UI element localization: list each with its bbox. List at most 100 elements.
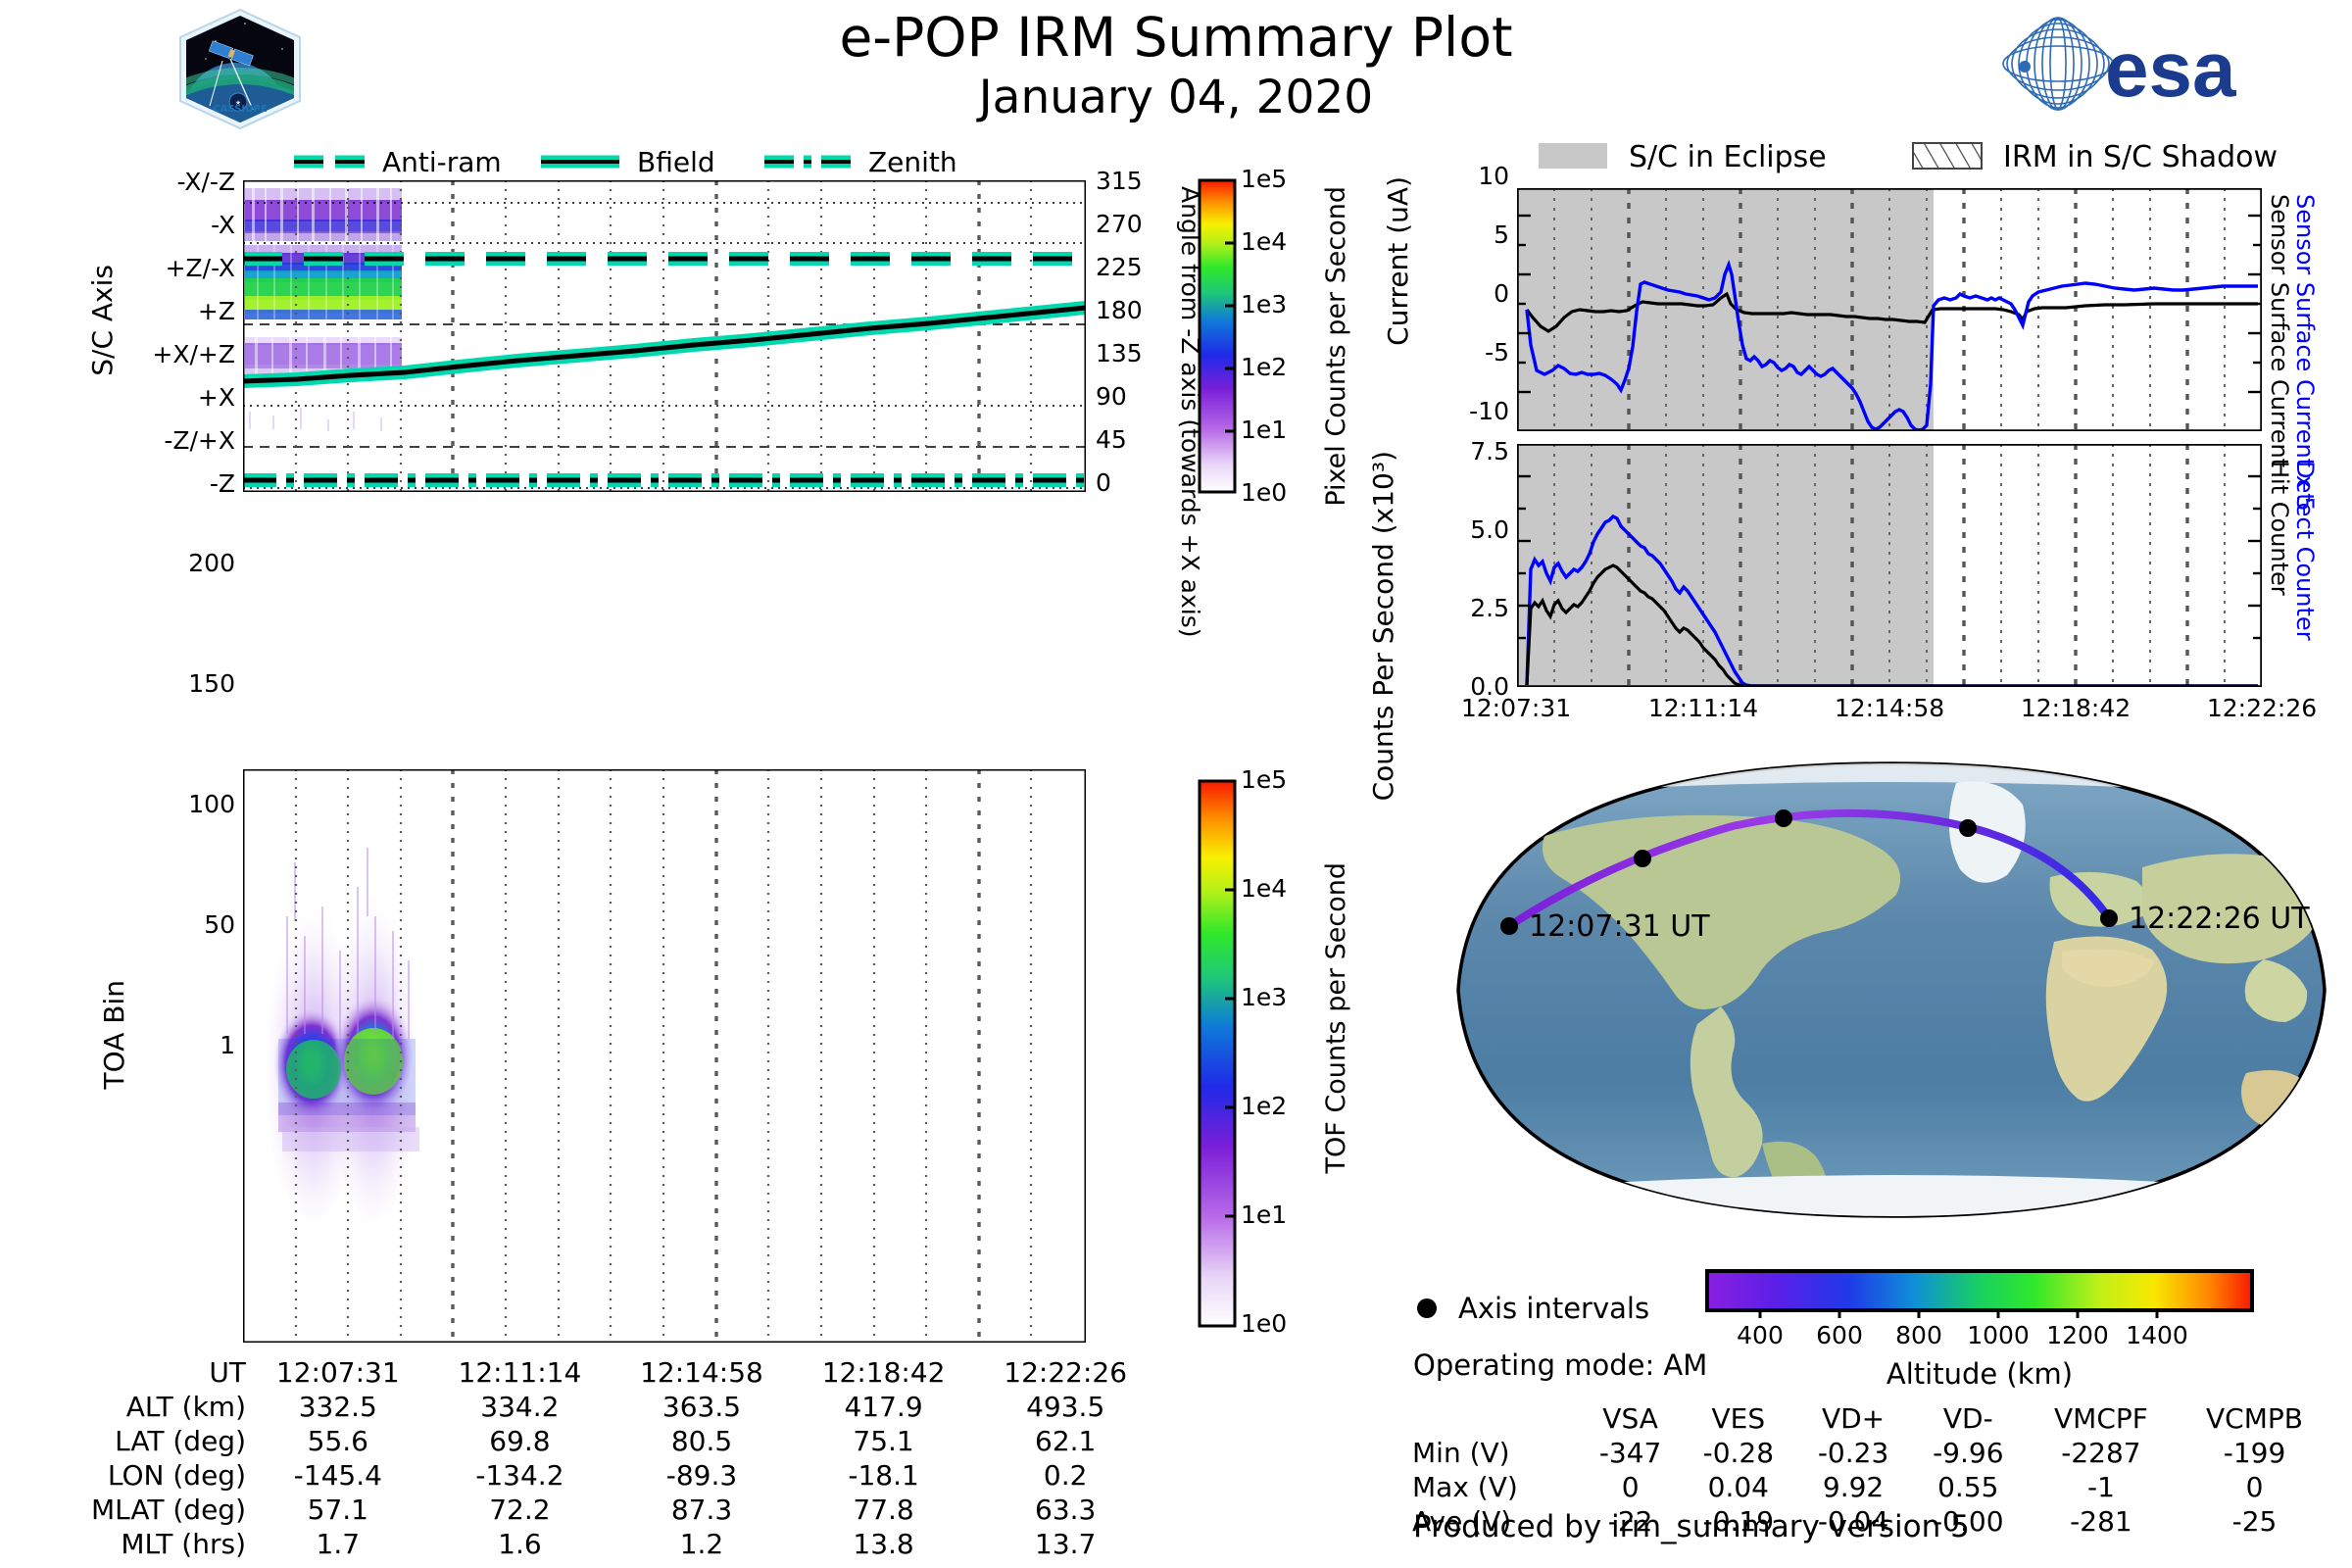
vcell-ave-2: -0.04 — [1817, 1505, 1889, 1538]
counts-right-label-blue: Detect Counter — [2291, 461, 2319, 641]
vcell-ave-1: -0.19 — [1702, 1505, 1775, 1538]
altitude-colorbar — [1705, 1269, 2254, 1318]
shadow-swatch — [1912, 142, 1983, 170]
cell-ut-3: 12:18:42 — [821, 1356, 946, 1389]
alt-tick-400: 400 — [1737, 1321, 1784, 1349]
right-panels-xticks: 12:07:31 12:11:14 12:14:58 12:18:42 12:2… — [1461, 694, 2317, 733]
cell-mlt-1: 1.6 — [498, 1528, 542, 1560]
cell-mlat-2: 87.3 — [670, 1494, 733, 1526]
table-row: UT 12:07:31 12:11:14 12:14:58 12:18:42 1… — [59, 1355, 1156, 1390]
cb2-tick-1e1: 1e1 — [1241, 1200, 1288, 1229]
table-row: MLAT (deg) 57.1 72.2 87.3 77.8 63.3 — [59, 1493, 1156, 1527]
cell-ut-2: 12:14:58 — [640, 1356, 763, 1389]
cur-tick-m5: -5 — [1485, 338, 1509, 367]
sc-ytick-5: +X — [197, 383, 235, 412]
legend-label-shadow: IRM in S/C Shadow — [2003, 140, 2278, 174]
cur-tick-5: 5 — [1494, 220, 1509, 249]
angle-tick-135: 135 — [1096, 339, 1143, 368]
angle-tick-225: 225 — [1096, 253, 1143, 281]
cell-lon-0: -145.4 — [293, 1459, 382, 1492]
xtick-2: 12:14:58 — [1834, 694, 1945, 722]
table-row: Max (V) 0 0.04 9.92 0.55 -1 0 — [1411, 1470, 2332, 1504]
row-label-lon: LON (deg) — [107, 1459, 246, 1492]
cur-tick-0: 0 — [1494, 279, 1509, 308]
angle-tick-270: 270 — [1096, 210, 1143, 238]
cell-mlat-4: 63.3 — [1035, 1494, 1097, 1526]
angle-tick-315: 315 — [1096, 167, 1143, 195]
esa-logo-text: esa — [2105, 25, 2236, 113]
legend-label-anti-ram: Anti-ram — [382, 146, 502, 178]
toa-ytick-labels: 200 150 100 50 1 — [127, 549, 235, 1333]
sc-ytick-0: -X/-Z — [176, 168, 235, 196]
cb2-tick-1e2: 1e2 — [1241, 1092, 1288, 1120]
sc-axis-ytick-labels: -X/-Z -X +Z/-X +Z +X/+Z +X -Z/+X -Z — [127, 168, 235, 498]
alt-tick-1400: 1400 — [2126, 1321, 2188, 1349]
vcell-min-0: -347 — [1598, 1437, 1662, 1469]
toa-bin-ylabel: TOA Bin — [98, 980, 130, 1090]
row-label-ut: UT — [209, 1356, 246, 1389]
sc-ytick-7: -Z — [209, 469, 235, 498]
toa-ytick-50: 50 — [204, 910, 235, 939]
row-label-mlt: MLT (hrs) — [121, 1528, 246, 1560]
altitude-colorbar-ticks: 400 600 800 1000 1200 1400 — [1705, 1321, 2254, 1356]
ground-track-map[interactable]: 12:07:31 UT 12:22:26 UT — [1450, 760, 2332, 1220]
axis-interval-dot-icon — [1417, 1298, 1437, 1318]
cnt-tick-5p0: 5.0 — [1470, 515, 1509, 544]
cell-lat-0: 55.6 — [307, 1425, 368, 1457]
cb1-tick-1e1: 1e1 — [1241, 416, 1288, 444]
cell-ut-4: 12:22:26 — [1004, 1356, 1128, 1389]
counts-ytick-labels: 7.5 5.0 2.5 0.0 — [1421, 437, 1509, 706]
cell-lon-4: 0.2 — [1043, 1459, 1088, 1492]
vcell-max-4: -1 — [2086, 1471, 2115, 1503]
cell-ut-1: 12:11:14 — [458, 1356, 582, 1389]
legend-label-eclipse: S/C in Eclipse — [1629, 140, 1827, 174]
cell-alt-3: 417.9 — [844, 1391, 923, 1423]
cb2-tick-1e3: 1e3 — [1241, 983, 1288, 1011]
shade-legend: S/C in Eclipse IRM in S/C Shadow — [1539, 135, 2323, 178]
cell-mlat-1: 72.2 — [489, 1494, 551, 1526]
cell-mlt-0: 1.7 — [316, 1528, 361, 1560]
cb2-tick-1e5: 1e5 — [1241, 765, 1288, 794]
toa-ytick-150: 150 — [188, 669, 235, 698]
cell-lat-2: 80.5 — [670, 1425, 733, 1457]
track-start-label: 12:07:31 UT — [1529, 909, 1710, 944]
cnt-tick-2p5: 2.5 — [1470, 594, 1509, 622]
angle-tick-0: 0 — [1096, 468, 1111, 497]
counts-right-label-black: Hit Counter — [2266, 461, 2293, 596]
alt-tick-1000: 1000 — [1967, 1321, 2030, 1349]
legend-label-zenith: Zenith — [868, 146, 957, 178]
sc-ytick-2: +Z/-X — [165, 254, 235, 282]
vcell-max-1: 0.04 — [1707, 1471, 1769, 1503]
sc-axis-plot[interactable] — [243, 180, 1086, 492]
vrow-label-min: Min (V) — [1412, 1437, 1510, 1469]
mission-logo: ★ CASSIOPE — [176, 8, 304, 130]
vcell-max-3: 0.55 — [1937, 1471, 1999, 1503]
tof-counts-colorbar-ticks: 1e5 1e4 1e3 1e2 1e1 1e0 — [1241, 765, 1348, 1338]
table-header-row: VSA VES VD+ VD- VMCPF VCMPB — [1411, 1401, 2332, 1436]
angle-tick-180: 180 — [1096, 296, 1143, 324]
row-label-mlat: MLAT (deg) — [90, 1494, 246, 1526]
vcell-ave-4: -281 — [2070, 1505, 2132, 1538]
toa-ytick-200: 200 — [188, 549, 235, 577]
tof-counts-colorbar — [1198, 779, 1237, 1328]
table-row: Ave (V) -22 -0.19 -0.04 -0.00 -281 -25 — [1411, 1504, 2332, 1539]
svg-text:★: ★ — [235, 99, 241, 107]
orbit-track — [1505, 808, 2113, 930]
current-right-label-black: Sensor Surface Current — [2266, 194, 2293, 468]
counts-plot[interactable] — [1517, 444, 2262, 687]
page-subtitle: January 04, 2020 — [978, 71, 1374, 124]
vcell-max-0: 0 — [1621, 1471, 1640, 1503]
eclipse-swatch — [1539, 143, 1607, 169]
table-row: MLT (hrs) 1.7 1.6 1.2 13.8 13.7 — [59, 1527, 1156, 1561]
alt-tick-1200: 1200 — [2046, 1321, 2109, 1349]
sc-ytick-4: +X/+Z — [152, 340, 235, 368]
vcell-ave-5: -25 — [2231, 1505, 2278, 1538]
toa-bin-plot[interactable] — [243, 769, 1086, 1343]
cell-mlt-2: 1.2 — [679, 1528, 724, 1560]
table-row: LON (deg) -145.4 -134.2 -89.3 -18.1 0.2 — [59, 1458, 1156, 1493]
current-plot[interactable] — [1517, 188, 2262, 431]
ephemeris-table: UT 12:07:31 12:11:14 12:14:58 12:18:42 1… — [59, 1355, 1156, 1561]
cnt-tick-0p0: 0.0 — [1470, 672, 1509, 701]
cb1-tick-1e4: 1e4 — [1241, 227, 1288, 256]
axis-intervals-legend: Axis intervals — [1411, 1289, 1803, 1328]
